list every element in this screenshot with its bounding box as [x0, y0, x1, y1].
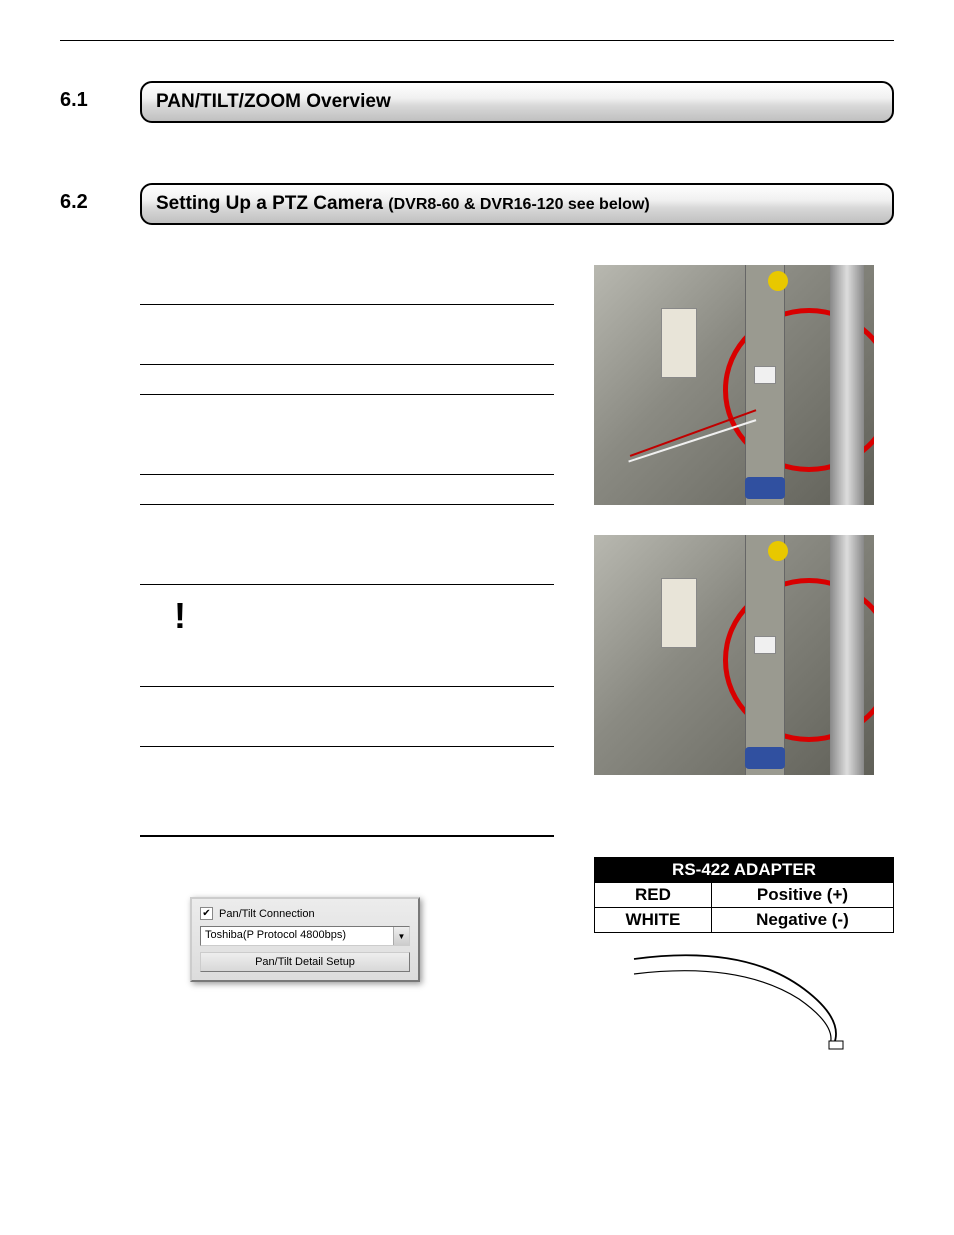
section-number: 6.2 [60, 183, 140, 214]
step-line [140, 687, 554, 747]
steps-column: ! [140, 265, 554, 837]
checkbox-label: Pan/Tilt Connection [219, 908, 315, 920]
section-6-2: 6.2 Setting Up a PTZ Camera (DVR8-60 & D… [60, 183, 894, 225]
pantilt-checkbox[interactable]: ✔ [200, 907, 213, 920]
step-line [140, 505, 554, 585]
step-line [140, 305, 554, 365]
wire-diagram [624, 949, 864, 1059]
cell-polarity: Positive (+) [711, 883, 893, 908]
detail-setup-button[interactable]: Pan/Tilt Detail Setup [200, 952, 410, 972]
photo-rs422-wires [594, 265, 874, 505]
section-title-main: Setting Up a PTZ Camera [156, 193, 388, 214]
section-title: PAN/TILT/ZOOM Overview [156, 91, 391, 112]
table-row: WHITE Negative (-) [595, 908, 894, 933]
step-line [140, 265, 554, 305]
photo-rs422-plugged [594, 535, 874, 775]
button-label: Pan/Tilt Detail Setup [255, 956, 355, 968]
pantilt-dialog: ✔ Pan/Tilt Connection Toshiba(P Protocol… [190, 897, 420, 982]
step-line [140, 395, 554, 475]
chevron-down-icon[interactable]: ▼ [393, 927, 409, 945]
step-line [140, 747, 554, 837]
section-title-bar: PAN/TILT/ZOOM Overview [140, 81, 894, 123]
section-number: 6.1 [60, 81, 140, 112]
cell-polarity: Negative (-) [711, 908, 893, 933]
section-6-1: 6.1 PAN/TILT/ZOOM Overview [60, 81, 894, 123]
protocol-combo[interactable]: Toshiba(P Protocol 4800bps) ▼ [200, 926, 410, 946]
combo-value: Toshiba(P Protocol 4800bps) [201, 927, 393, 945]
section-title-bar: Setting Up a PTZ Camera (DVR8-60 & DVR16… [140, 183, 894, 225]
step-line [140, 365, 554, 395]
section-title-sub: (DVR8-60 & DVR16-120 see below) [388, 196, 649, 213]
page-top-rule [60, 40, 894, 41]
check-icon: ✔ [202, 909, 210, 919]
table-header: RS-422 ADAPTER [595, 858, 894, 883]
cell-color: WHITE [595, 908, 712, 933]
step-line [140, 637, 554, 687]
cell-color: RED [595, 883, 712, 908]
exclamation-icon: ! [160, 595, 200, 637]
rs422-table: RS-422 ADAPTER RED Positive (+) WHITE Ne… [594, 857, 894, 933]
table-row: RED Positive (+) [595, 883, 894, 908]
checkbox-row: ✔ Pan/Tilt Connection [200, 907, 410, 920]
images-column [594, 265, 894, 837]
step-line [140, 475, 554, 505]
